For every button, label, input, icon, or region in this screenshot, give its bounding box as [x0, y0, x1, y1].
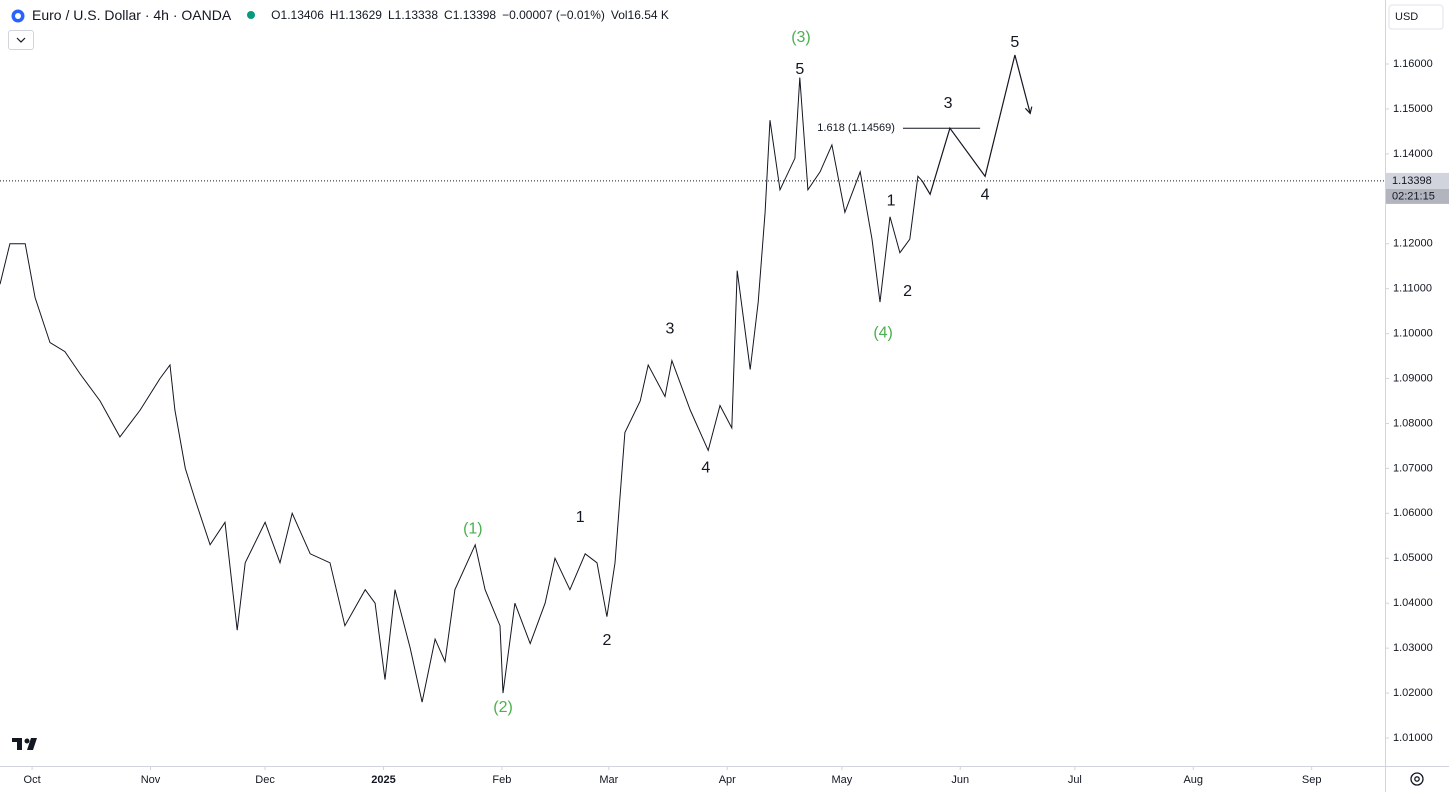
wave-label: 3	[944, 95, 953, 112]
ohlc-value: 1.13338	[394, 8, 439, 22]
wave-label: (1)	[463, 520, 483, 537]
x-tick-label: Nov	[141, 774, 161, 786]
countdown: 02:21:15	[1392, 190, 1435, 202]
y-tick-label: 1.02000	[1393, 687, 1433, 699]
countdown-tag	[1386, 188, 1449, 204]
ohlc-key: L	[387, 8, 395, 22]
wave-label: 4	[981, 186, 990, 203]
y-tick-label: 1.09000	[1393, 372, 1433, 384]
ohlc-value: 1.13406	[280, 8, 324, 22]
x-tick-label: Mar	[599, 774, 618, 786]
ohlc: O1.13406 H1.13629 L1.13338 C1.13398 −0.00007…	[271, 8, 669, 22]
wave-label: (4)	[873, 324, 893, 341]
y-tick-label: 1.07000	[1393, 462, 1433, 474]
settings-icon[interactable]	[1410, 772, 1424, 786]
ohlc-key: C	[444, 8, 453, 22]
x-tick-label: Sep	[1302, 774, 1322, 786]
ohlc-item: H1.13629	[330, 8, 382, 22]
change: −0.00007 (−0.01%)	[502, 8, 605, 22]
wave-label: 1	[887, 192, 896, 209]
y-tick-label: 1.08000	[1393, 417, 1433, 429]
volume-value: 16.54 K	[627, 8, 669, 22]
wave-label: 1	[576, 509, 585, 526]
projection-arrowhead	[1024, 106, 1033, 115]
wave-label: 5	[795, 61, 804, 78]
y-tick-label: 1.12000	[1393, 238, 1433, 250]
y-tick-label: 1.11000	[1393, 283, 1432, 295]
x-tick-label: May	[831, 774, 852, 786]
currency[interactable]: USD	[1395, 11, 1418, 23]
ohlc-key: O	[271, 8, 281, 22]
ohlc-item: C1.13398	[444, 8, 496, 22]
tv-logo	[12, 738, 37, 750]
currency-button[interactable]	[1388, 4, 1444, 30]
wave-label: (3)	[791, 29, 811, 46]
wave-label: 3	[666, 320, 675, 337]
y-tick-label: 1.10000	[1393, 328, 1433, 340]
x-tick-label: Apr	[719, 774, 736, 786]
legend-header: Euro / U.S. Dollar · 4h · OANDA O1.13406…	[10, 7, 669, 23]
last-price-tag	[1386, 172, 1449, 189]
wave-label: 4	[701, 460, 710, 477]
chevron	[16, 37, 26, 43]
x-tick-label: Aug	[1183, 774, 1203, 786]
ohlc-item: L1.13338	[388, 8, 438, 22]
symbol-icon	[11, 9, 25, 23]
y-tick-label: 1.15000	[1393, 103, 1433, 115]
wave-label: 2	[602, 632, 611, 649]
wave-label: (2)	[493, 699, 513, 716]
ohlc-value: 1.13629	[338, 8, 382, 22]
price-line	[0, 77, 923, 703]
y-tick-label: 1.01000	[1393, 732, 1433, 744]
wave-label: 2	[903, 283, 912, 300]
ohlc-value: 1.13398	[452, 8, 497, 22]
y-tick-label: 1.03000	[1393, 642, 1433, 654]
volume: Vol16.54 K	[611, 8, 669, 22]
symbol: Euro / U.S. Dollar · 4h · OANDA	[32, 7, 232, 23]
x-tick-label: Jun	[951, 774, 969, 786]
x-tick-label: Dec	[255, 774, 275, 786]
x-tick-label: Jul	[1068, 774, 1082, 786]
y-tick-label: 1.05000	[1393, 552, 1433, 564]
volume-key: Vol	[610, 8, 628, 22]
wave-label: 5	[1010, 34, 1019, 51]
market-status	[247, 11, 256, 19]
ohlc-item: O1.13406	[271, 8, 324, 22]
ohlc-key: H	[329, 8, 339, 22]
y-tick-label: 1.16000	[1393, 58, 1433, 70]
projection-path	[921, 54, 1031, 196]
y-tick-label: 1.06000	[1393, 507, 1433, 519]
x-tick-label: 2025	[371, 774, 395, 786]
x-tick-label: Oct	[24, 774, 41, 786]
last-price-label: 1.13398	[1392, 175, 1432, 187]
y-tick-label: 1.14000	[1393, 148, 1433, 160]
y-tick-label: 1.04000	[1393, 597, 1433, 609]
fib-label: 1.618 (1.14569)	[817, 122, 895, 134]
x-tick-label: Feb	[492, 774, 511, 786]
collapse-button[interactable]	[8, 30, 34, 50]
